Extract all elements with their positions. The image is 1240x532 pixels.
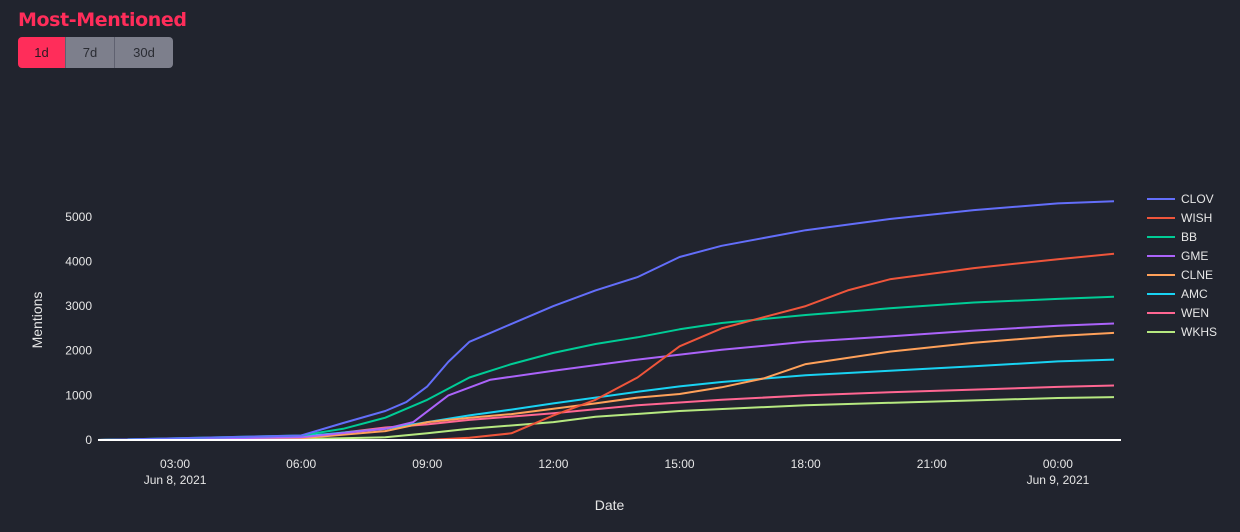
- x-tick-date-label: Jun 8, 2021: [144, 473, 207, 487]
- series-line-bb: [97, 295, 1115, 441]
- x-axis-title: Date: [595, 497, 625, 513]
- x-tick-date-label: Jun 9, 2021: [1027, 473, 1090, 487]
- y-tick-label: 1000: [65, 388, 92, 402]
- x-tick-label: 09:00: [412, 457, 442, 471]
- series-line-amc: [97, 358, 1115, 441]
- range-button-7d[interactable]: 7d: [66, 37, 115, 68]
- series-line-clov: [97, 200, 1115, 441]
- y-tick-label: 4000: [65, 254, 92, 268]
- legend-label-bb: BB: [1181, 230, 1197, 244]
- legend-label-wish: WISH: [1181, 211, 1212, 225]
- x-tick-label: 06:00: [286, 457, 316, 471]
- series-line-clne: [97, 331, 1115, 441]
- y-axis-title: Mentions: [29, 292, 45, 349]
- series-line-wkhs: [97, 396, 1115, 441]
- x-tick-label: 03:00: [160, 457, 190, 471]
- series-line-wish: [98, 252, 1115, 441]
- x-tick-label: 15:00: [665, 457, 695, 471]
- legend-label-amc: AMC: [1181, 287, 1208, 301]
- y-tick-label: 3000: [65, 299, 92, 313]
- range-button-1d[interactable]: 1d: [18, 37, 66, 68]
- range-button-30d[interactable]: 30d: [115, 37, 173, 68]
- legend-label-wkhs: WKHS: [1181, 325, 1217, 339]
- x-tick-label: 12:00: [538, 457, 568, 471]
- y-tick-label: 2000: [65, 344, 92, 358]
- page-title: Most-Mentioned: [18, 9, 187, 31]
- x-tick-label: 18:00: [791, 457, 821, 471]
- y-tick-label: 5000: [65, 210, 92, 224]
- legend-label-gme: GME: [1181, 249, 1208, 263]
- x-tick-label: 00:00: [1043, 457, 1073, 471]
- legend-label-clov: CLOV: [1181, 192, 1214, 206]
- legend-label-wen: WEN: [1181, 306, 1209, 320]
- y-tick-label: 0: [85, 433, 92, 447]
- x-tick-label: 21:00: [917, 457, 947, 471]
- legend-label-clne: CLNE: [1181, 268, 1213, 282]
- series-line-wen: [97, 384, 1115, 441]
- time-range-selector: 1d 7d 30d: [18, 37, 173, 68]
- series-line-gme: [97, 322, 1115, 441]
